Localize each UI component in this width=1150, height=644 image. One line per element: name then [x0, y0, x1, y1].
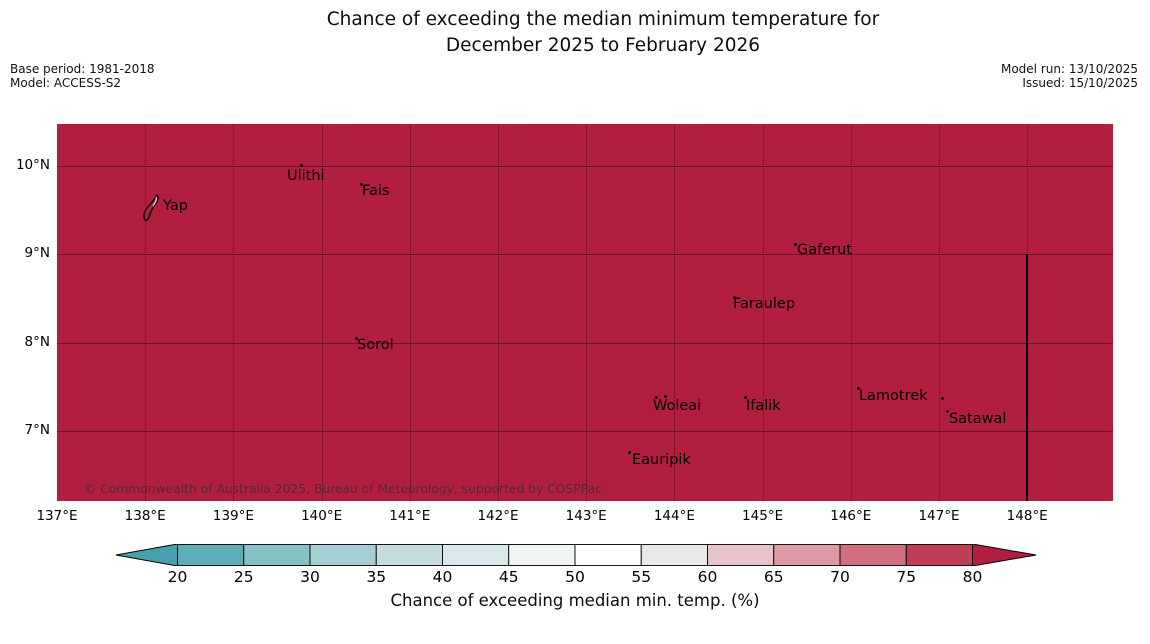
y-tick-label: 9°N — [24, 245, 50, 262]
x-tick-label: 139°E — [212, 508, 254, 524]
colorbar-tick-label: 25 — [233, 568, 254, 586]
place-label: Eauripik — [631, 452, 691, 469]
map-gridline-lon — [321, 124, 323, 501]
yap-island-icon — [143, 194, 159, 222]
x-tick-label: 148°E — [1006, 508, 1048, 524]
map-gridline-lon — [233, 124, 235, 501]
x-tick-label: 137°E — [36, 508, 78, 524]
meta-right: Model run: 13/10/2025 Issued: 15/10/2025 — [1000, 62, 1138, 90]
chart-title-line1: Chance of exceeding the median minimum t… — [326, 9, 880, 30]
y-tick-label: 8°N — [24, 333, 50, 350]
place-label: Fais — [361, 182, 390, 199]
map-gridline-lon — [938, 124, 940, 501]
place-label: Woleai — [652, 397, 702, 414]
island-marker-dot — [945, 410, 949, 414]
colorbar — [115, 543, 1037, 567]
colorbar-tick-label: 75 — [896, 568, 917, 586]
map-gridline-lat — [57, 254, 1113, 256]
island-marker-dot — [743, 396, 747, 400]
island-marker-dot — [663, 394, 667, 398]
colorbar-tick-label: 45 — [498, 568, 519, 586]
map-gridline-lon — [674, 124, 676, 501]
region-boundary-line — [1026, 253, 1028, 501]
meta-left: Base period: 1981-2018 Model: ACCESS-S2 — [10, 62, 155, 90]
colorbar-tick-label: 70 — [830, 568, 850, 586]
map-gridline-lat — [57, 431, 1113, 433]
x-tick-label: 141°E — [389, 508, 431, 524]
island-marker-dot — [654, 395, 658, 399]
issued-text: Issued: 15/10/2025 — [1022, 75, 1138, 90]
island-marker-dot — [856, 387, 860, 391]
colorbar-tick-label: 50 — [565, 568, 585, 586]
map-gridline-lon — [145, 124, 147, 501]
map-gridline-lat — [57, 165, 1113, 167]
colorbar-svg — [115, 543, 1037, 567]
island-marker-dot — [300, 163, 304, 167]
place-label: Ifalik — [745, 398, 781, 415]
chart-title: Chance of exceeding the median minimum t… — [53, 7, 1150, 59]
yap-island-icon — [142, 194, 164, 226]
x-tick-label: 143°E — [565, 508, 607, 524]
map-gridline-lon — [497, 124, 499, 501]
map-gridline-lon — [762, 124, 764, 501]
x-tick-label: 147°E — [918, 508, 960, 524]
place-label: Satawal — [948, 411, 1007, 428]
island-marker-dot — [793, 243, 797, 246]
colorbar-caption: Chance of exceeding median min. temp. (%… — [390, 591, 760, 610]
x-tick-label: 145°E — [742, 508, 784, 524]
x-tick-label: 146°E — [830, 508, 872, 524]
chart-title-line2: December 2025 to February 2026 — [445, 35, 761, 56]
island-marker-dot — [941, 397, 944, 401]
place-label: Yap — [163, 198, 188, 215]
island-marker-dot — [355, 336, 359, 340]
map-gridline-lon — [850, 124, 852, 501]
island-marker-dot — [627, 451, 631, 455]
map-gridline-lon — [409, 124, 411, 501]
colorbar-tick-label: 55 — [631, 568, 652, 586]
copyright-attribution: © Commonwealth of Australia 2025, Bureau… — [84, 482, 602, 496]
colorbar-tick-label: 80 — [962, 568, 983, 586]
x-tick-label: 142°E — [477, 508, 519, 524]
x-tick-label: 140°E — [301, 508, 343, 524]
base-period-text: Base period: 1981-2018 — [10, 62, 155, 76]
colorbar-tick-label: 35 — [366, 568, 387, 586]
x-tick-label: 144°E — [653, 508, 695, 524]
place-label: Faraulep — [732, 296, 796, 313]
x-tick-label: 138°E — [124, 508, 166, 524]
model-run-text: Model run: 13/10/2025 — [1000, 62, 1138, 76]
place-label: Lamotrek — [858, 388, 928, 405]
colorbar-tick-label: 65 — [763, 568, 784, 586]
colorbar-ticks: 20 25 30 35 40 45 50 55 60 65 70 75 80 — [115, 568, 1037, 588]
colorbar-tick-label: 30 — [300, 568, 320, 586]
place-label: Ulithi — [287, 167, 325, 184]
colorbar-tick-label: 60 — [697, 568, 718, 586]
place-label: Sorol — [357, 336, 394, 353]
map-canvas: © Commonwealth of Australia 2025, Bureau… — [57, 124, 1113, 501]
island-marker-dot — [359, 182, 363, 186]
map-gridline-lat — [57, 342, 1113, 344]
model-text: Model: ACCESS-S2 — [10, 75, 122, 90]
colorbar-tick-label: 20 — [167, 568, 188, 586]
y-tick-label: 10°N — [15, 156, 50, 173]
island-marker-dot — [732, 296, 736, 300]
colorbar-tick-label: 40 — [432, 568, 453, 586]
map-gridline-lon — [586, 124, 588, 501]
place-label: Gaferut — [796, 242, 852, 258]
y-tick-label: 7°N — [24, 422, 50, 439]
